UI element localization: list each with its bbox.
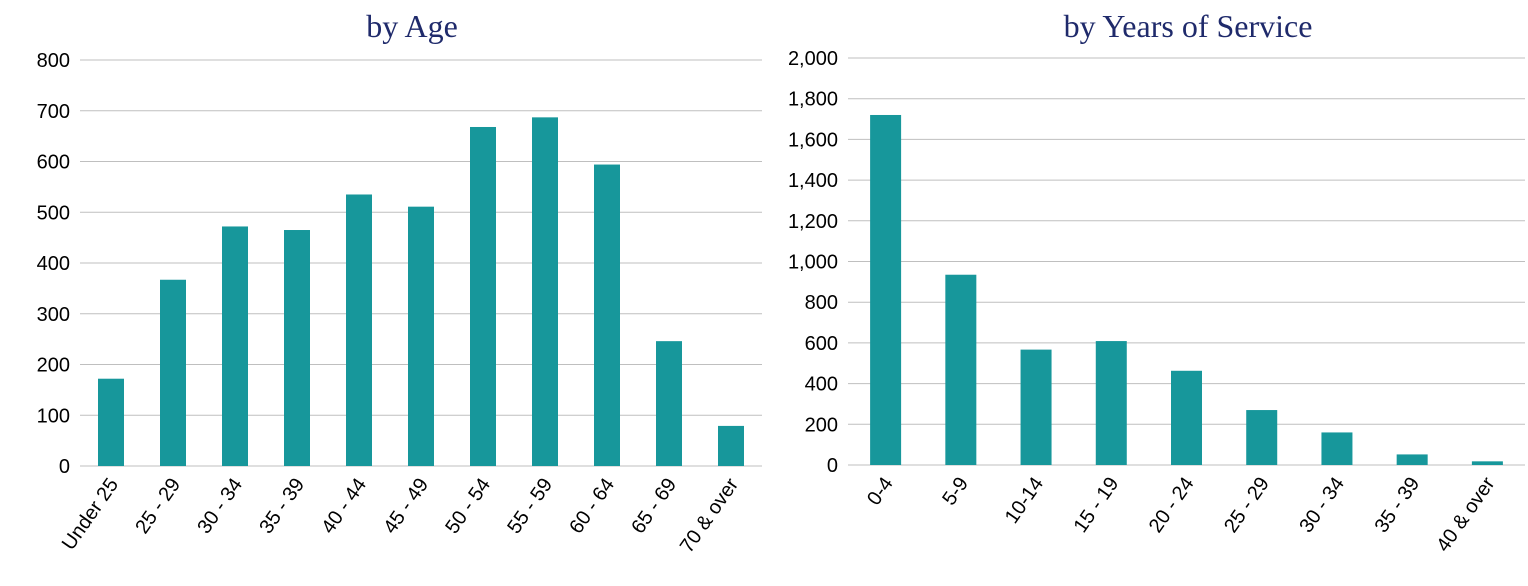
age-y-tick-label: 200 [37,355,70,377]
age-y-tick-label: 300 [37,304,70,326]
service-bar [1020,349,1052,465]
service-x-tick-label: 40 & over [1432,473,1499,556]
service-y-tick-label: 1,600 [788,129,838,151]
service-bar [1396,454,1428,465]
age-y-tick-label: 0 [59,456,70,478]
age-bar [594,164,620,467]
service-bar [1171,370,1202,465]
service-x-tick-label: 0-4 [863,473,898,509]
age-bar [160,279,186,466]
service-y-tick-label: 800 [805,292,838,314]
service-y-tick-label: 200 [805,414,838,436]
age-x-tick-label: 45 - 49 [379,474,433,538]
age-x-tick-label: 50 - 54 [441,474,495,538]
service-bar [870,114,902,465]
age-chart-title: by Age [366,8,458,44]
service-y-tick-label: 400 [805,374,838,396]
service-x-tick-label: 20 - 24 [1145,473,1199,537]
age-x-tick-label: 55 - 59 [503,474,557,538]
service-x-tick-label: 30 - 34 [1295,473,1349,537]
service-bar [1095,341,1127,465]
service-bar [1471,461,1503,465]
age-bar [408,206,434,467]
age-bar [470,126,496,467]
age-bar [656,341,682,466]
service-y-tick-label: 1,000 [788,252,838,274]
service-bar [1246,410,1278,465]
age-x-tick-label: 70 & over [676,474,743,557]
service-y-tick-label: 1,800 [788,89,838,111]
service-chart-title: by Years of Service [1064,8,1313,44]
age-bar [532,117,558,466]
age-bar [718,425,744,466]
service-y-tick-label: 1,400 [788,170,838,192]
age-y-tick-label: 700 [37,101,70,123]
age-y-tick-label: 600 [37,152,70,174]
service-x-tick-label: 15 - 19 [1070,473,1124,537]
service-x-tick-label: 25 - 29 [1220,473,1274,537]
age-bar [222,226,248,466]
age-x-tick-label: 25 - 29 [131,474,185,538]
age-x-tick-label: 35 - 39 [255,474,309,538]
service-y-tick-label: 2,000 [788,48,838,70]
service-x-tick-label: 5-9 [938,473,973,509]
service-y-tick-label: 600 [805,333,838,355]
age-x-tick-label: 65 - 69 [627,474,681,538]
age-x-tick-label: Under 25 [58,474,123,554]
age-bar [346,194,372,467]
age-x-tick-label: 40 - 44 [317,474,371,538]
age-chart: by Age 0 100 200 300 400 500 600 700 800 Under 25… [37,8,762,557]
age-bar [98,378,124,466]
service-x-tick-label: 35 - 39 [1371,473,1425,537]
service-bar [1321,432,1353,465]
age-y-tick-label: 500 [37,202,70,224]
service-x-tick-label: 10-14 [1001,473,1048,528]
age-y-tick-label: 400 [37,253,70,275]
age-bar [284,230,310,466]
age-x-tick-label: 60 - 64 [565,474,619,538]
age-y-tick-label: 100 [37,405,70,427]
age-y-tick-label: 800 [37,50,70,72]
service-chart: by Years of Service 0 200 400 600 800 1,000 1,… [788,8,1525,556]
service-y-tick-label: 0 [827,455,838,477]
service-bar [945,274,977,465]
service-y-tick-label: 1,200 [788,211,838,233]
age-x-tick-label: 30 - 34 [193,474,247,538]
